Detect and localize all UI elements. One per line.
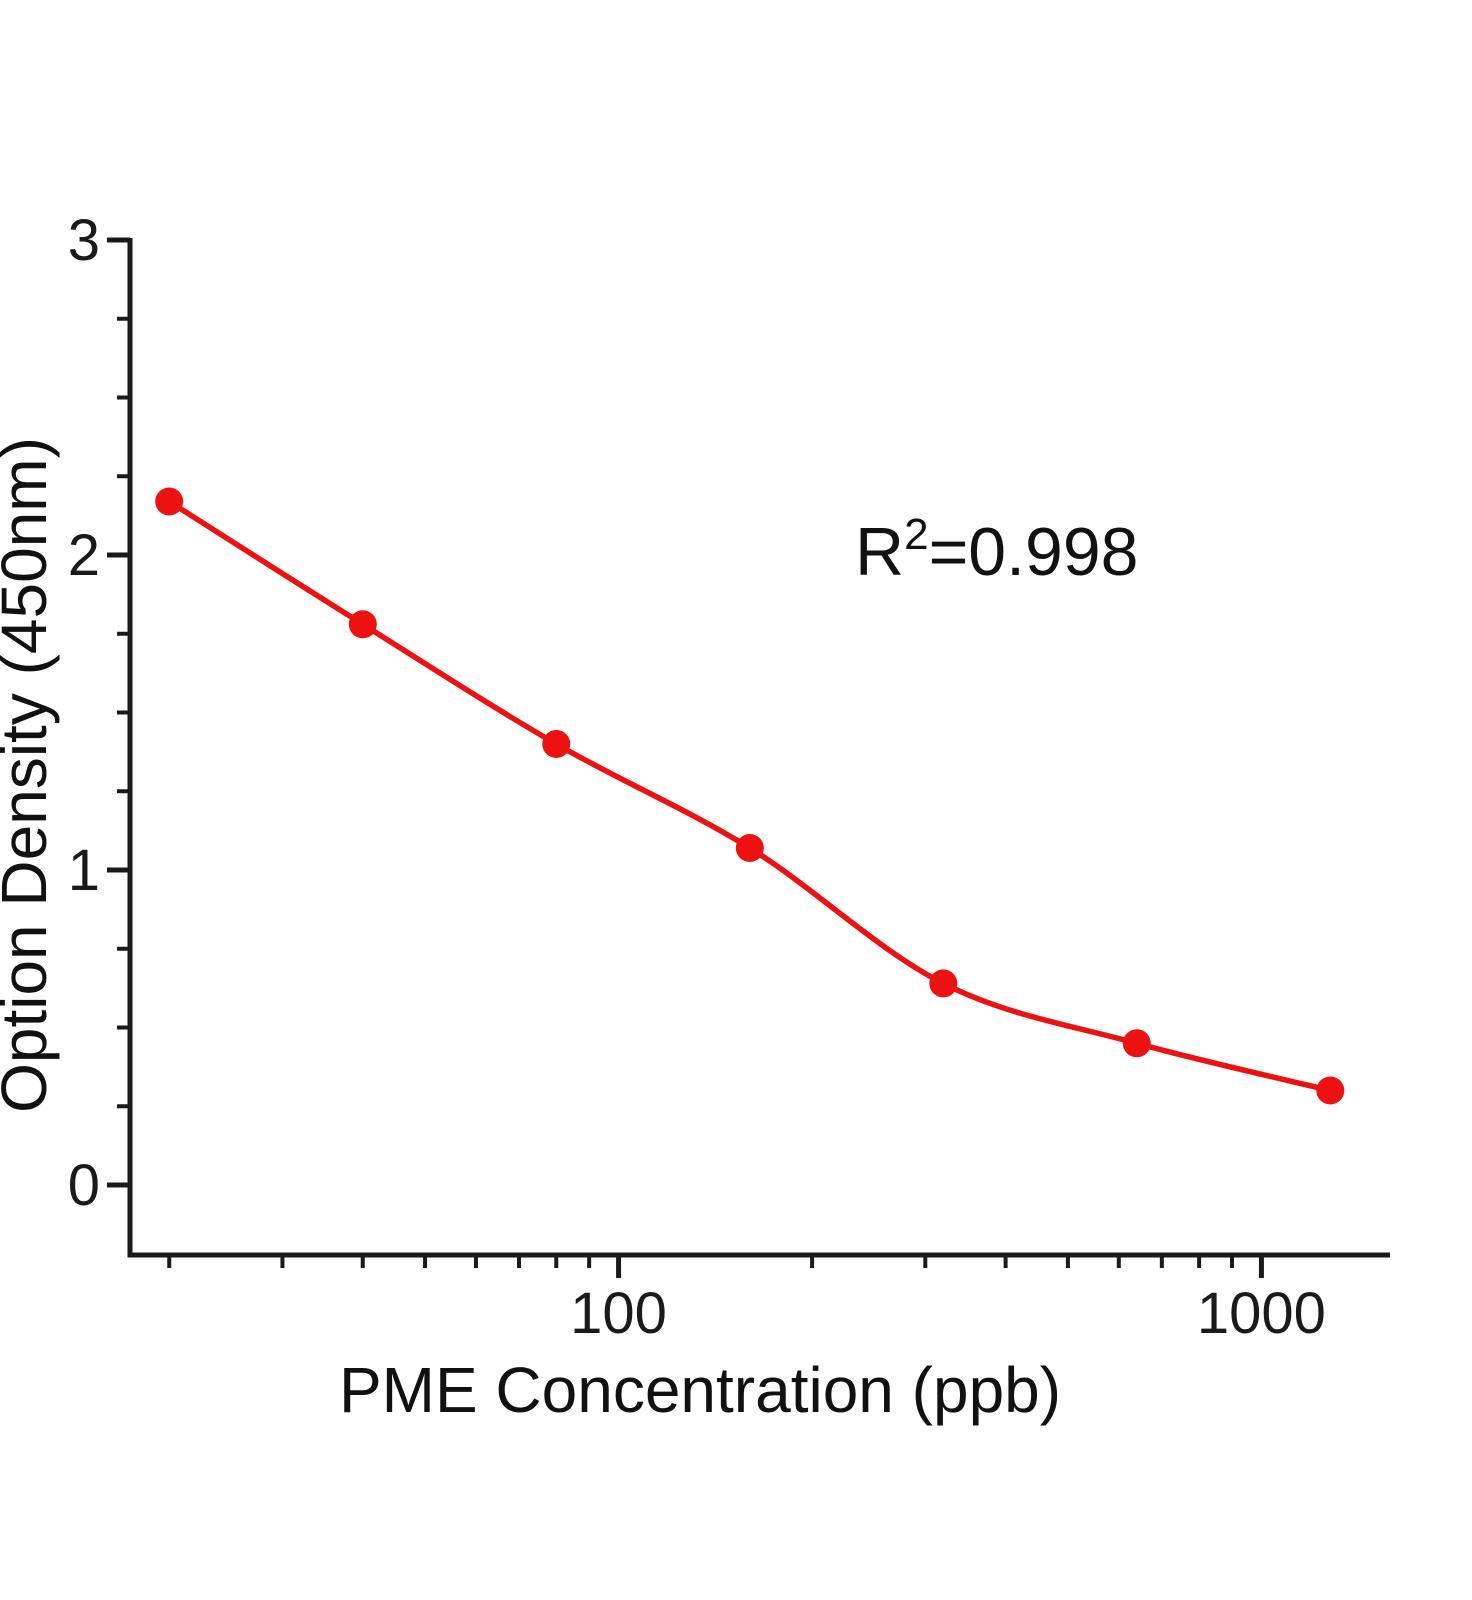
fit-curve [166, 498, 1334, 1094]
r-squared-value: =0.998 [929, 514, 1139, 590]
y-tick-label: 1 [68, 838, 100, 903]
r-squared-annotation: R2=0.998 [855, 510, 1138, 590]
data-point [1122, 1029, 1151, 1058]
data-point [735, 834, 764, 862]
data-point [542, 730, 571, 758]
data-point [1316, 1076, 1345, 1105]
data-point [155, 487, 184, 516]
x-tick-label: 1000 [1197, 1281, 1326, 1346]
x-tick-label: 100 [570, 1281, 667, 1346]
data-point [348, 610, 377, 639]
data-point [929, 969, 958, 998]
axes-layer: 0 1 2 3 100 1000 [68, 208, 1390, 1346]
y-axis-title: Option Density (450nm) [0, 437, 60, 1113]
r-squared-exponent: 2 [904, 510, 928, 559]
y-tick-label: 2 [68, 523, 100, 588]
x-axis-title: PME Concentration (ppb) [339, 1354, 1061, 1426]
r-squared-base: R [855, 514, 904, 590]
axis-lines [127, 238, 1390, 1258]
series-layer [155, 487, 1345, 1105]
y-tick-label: 3 [68, 208, 100, 273]
y-tick-label: 0 [68, 1153, 100, 1218]
